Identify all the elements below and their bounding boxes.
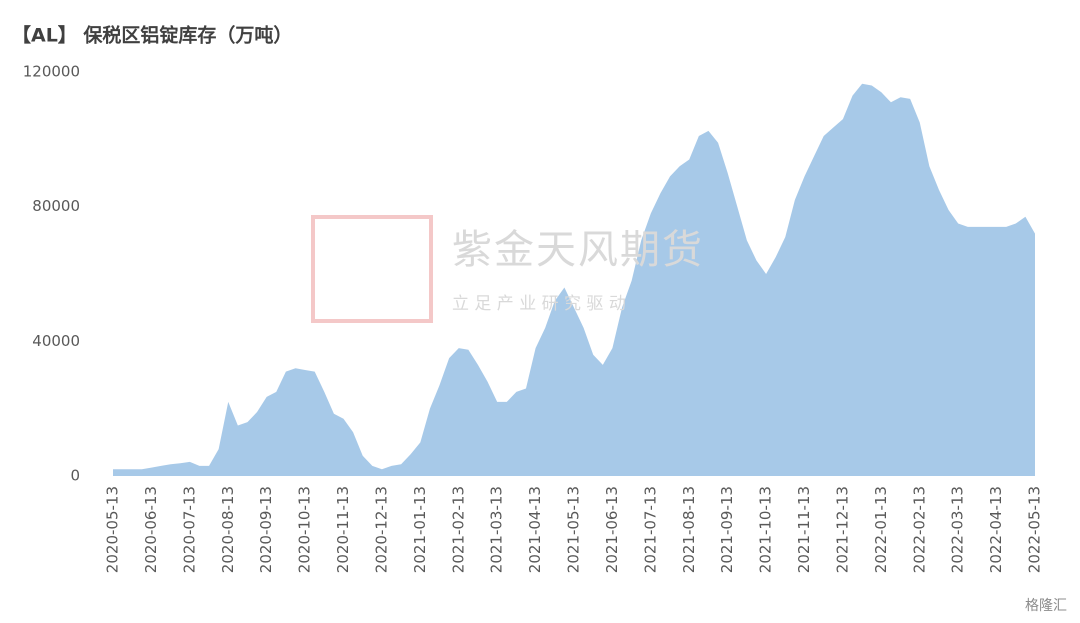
x-tick-label: 2022-03-13 xyxy=(949,486,967,573)
x-tick-label: 2022-04-13 xyxy=(987,486,1005,573)
y-tick-label: 40000 xyxy=(32,332,80,350)
x-tick-label: 2020-10-13 xyxy=(296,486,314,573)
x-tick-label: 2021-01-13 xyxy=(411,486,429,573)
chart-title: 【AL】 保税区铝锭库存（万吨） xyxy=(12,24,292,47)
x-tick-label: 2020-08-13 xyxy=(219,486,237,573)
x-tick-label: 2021-12-13 xyxy=(833,486,851,573)
watermark: 紫金天风期货 xyxy=(452,227,704,273)
x-tick-label: 2020-11-13 xyxy=(334,486,352,573)
x-tick-label: 2021-09-13 xyxy=(718,486,736,573)
watermark-slogan: 立 足 产 业 研 究 驱 动 xyxy=(452,294,626,314)
y-tick-label: 0 xyxy=(70,467,80,485)
x-tick-label: 2021-05-13 xyxy=(565,486,583,573)
y-tick-label: 80000 xyxy=(32,197,80,215)
x-tick-label: 2021-02-13 xyxy=(449,486,467,573)
x-tick-label: 2021-04-13 xyxy=(526,486,544,573)
x-tick-label: 2021-07-13 xyxy=(641,486,659,573)
x-tick-label: 2021-03-13 xyxy=(488,486,506,573)
x-tick-label: 2021-10-13 xyxy=(757,486,775,573)
x-tick-label: 2021-06-13 xyxy=(603,486,621,573)
x-tick-label: 2020-07-13 xyxy=(180,486,198,573)
x-tick-label: 2020-09-13 xyxy=(257,486,275,573)
watermark-logo xyxy=(311,215,433,323)
x-tick-label: 2020-06-13 xyxy=(142,486,160,573)
x-tick-label: 2021-08-13 xyxy=(680,486,698,573)
x-tick-label: 2020-05-13 xyxy=(104,486,122,573)
source-mark: 格隆汇 xyxy=(1025,598,1067,614)
area xyxy=(113,83,1035,477)
y-tick-label: 120000 xyxy=(23,63,80,81)
x-tick-label: 2021-11-13 xyxy=(795,486,813,573)
x-tick-label: 2020-12-13 xyxy=(372,486,390,573)
x-tick-label: 2022-01-13 xyxy=(872,486,890,573)
x-tick-label: 2022-02-13 xyxy=(910,486,928,573)
x-tick-label: 2022-05-13 xyxy=(1026,486,1044,573)
